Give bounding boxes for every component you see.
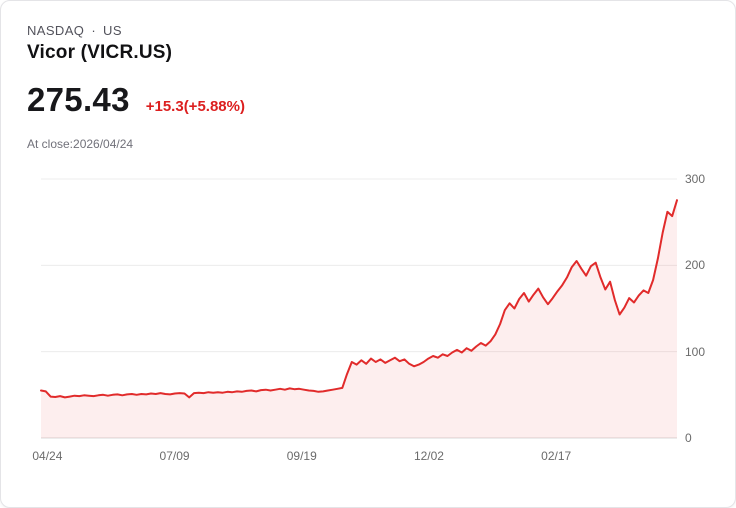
as-of-close: At close:2026/04/24 [27,137,134,151]
y-tick-label: 200 [685,258,706,273]
y-tick-label: 300 [685,172,706,186]
y-tick-label: 0 [685,431,692,445]
separator-dot: · [91,23,97,38]
x-tick-label: 07/09 [159,449,190,463]
region-label: US [103,23,122,38]
price-row: 275.43 +15.3(+5.88%) [27,81,245,119]
exchange-label: NASDAQ [27,23,85,38]
y-tick-label: 100 [685,344,706,359]
x-tick-label: 12/02 [413,449,444,463]
price-area-fill [41,200,677,438]
stock-title: Vicor (VICR.US) [27,42,173,63]
x-tick-label: 09/19 [286,449,317,463]
exchange-row: NASDAQ · US [27,23,122,38]
x-tick-label: 04/24 [32,449,63,463]
price-line [40,199,678,399]
x-tick-label: 02/17 [541,449,572,463]
price-change: +15.3(+5.88%) [145,98,245,115]
price-value: 275.43 [27,81,130,118]
